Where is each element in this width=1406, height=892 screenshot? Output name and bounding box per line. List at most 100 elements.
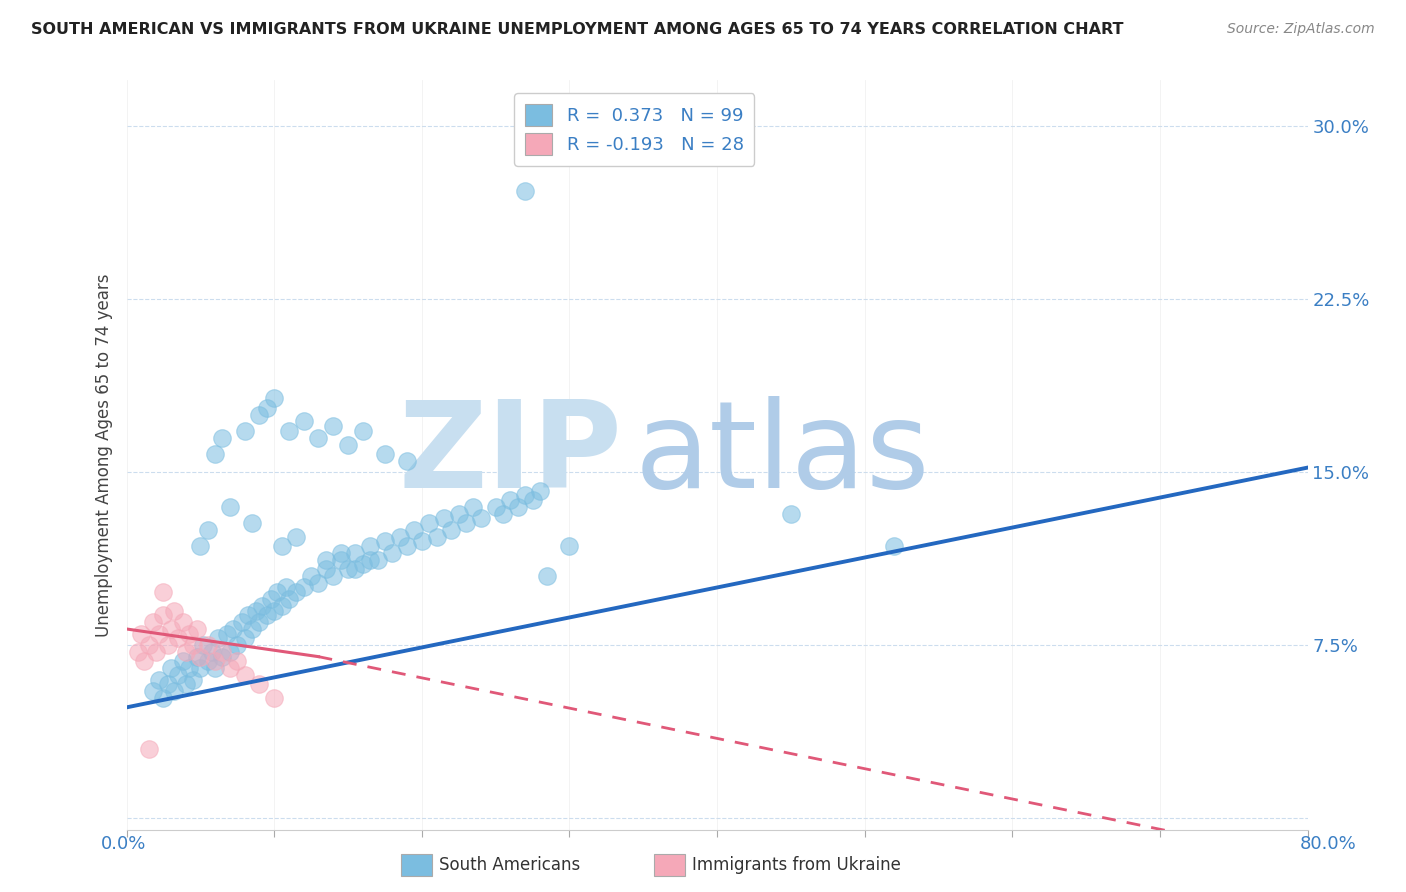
Text: Immigrants from Ukraine: Immigrants from Ukraine <box>692 856 901 874</box>
Point <box>522 492 544 507</box>
Point <box>329 546 352 560</box>
Point <box>322 419 344 434</box>
Point <box>145 645 167 659</box>
Point <box>186 649 208 664</box>
Point <box>152 691 174 706</box>
Point <box>188 649 212 664</box>
Y-axis label: Unemployment Among Ages 65 to 74 years: Unemployment Among Ages 65 to 74 years <box>94 273 112 637</box>
Point <box>211 431 233 445</box>
Point <box>260 592 283 607</box>
Point <box>352 424 374 438</box>
Point <box>515 184 537 198</box>
Point <box>447 507 470 521</box>
Point <box>207 631 229 645</box>
Point <box>388 530 411 544</box>
Text: SOUTH AMERICAN VS IMMIGRANTS FROM UKRAINE UNEMPLOYMENT AMONG AGES 65 TO 74 YEARS: SOUTH AMERICAN VS IMMIGRANTS FROM UKRAIN… <box>31 22 1123 37</box>
Point <box>425 530 447 544</box>
Point <box>367 553 389 567</box>
Point <box>263 392 285 406</box>
Text: 80.0%: 80.0% <box>1301 835 1357 853</box>
Point <box>418 516 440 530</box>
Point <box>374 534 396 549</box>
Point <box>172 615 194 629</box>
Point <box>222 622 245 636</box>
Point <box>172 654 194 668</box>
Point <box>204 661 226 675</box>
Point <box>558 539 581 553</box>
Point <box>780 507 803 521</box>
Point <box>197 638 219 652</box>
Point <box>148 673 170 687</box>
Point <box>499 492 522 507</box>
Point <box>236 608 259 623</box>
Point <box>134 654 156 668</box>
Point <box>245 603 267 617</box>
Point <box>219 661 242 675</box>
Point <box>240 516 263 530</box>
Point <box>285 585 308 599</box>
Point <box>292 415 315 429</box>
Point <box>163 684 186 698</box>
Text: Source: ZipAtlas.com: Source: ZipAtlas.com <box>1227 22 1375 37</box>
Point <box>197 523 219 537</box>
Point <box>240 622 263 636</box>
Point <box>270 539 292 553</box>
Point <box>506 500 529 514</box>
Point <box>404 523 426 537</box>
Point <box>308 575 330 590</box>
Point <box>156 677 179 691</box>
Point <box>315 562 337 576</box>
Point <box>197 654 219 668</box>
Point <box>470 511 492 525</box>
Point <box>536 569 558 583</box>
Legend: R =  0.373   N = 99, R = -0.193   N = 28: R = 0.373 N = 99, R = -0.193 N = 28 <box>515 93 755 166</box>
Point <box>233 631 256 645</box>
Point <box>188 661 212 675</box>
Point <box>529 483 551 498</box>
Point <box>463 500 485 514</box>
Point <box>142 615 165 629</box>
Point <box>167 631 190 645</box>
Point <box>249 408 271 422</box>
Point <box>252 599 274 613</box>
Point <box>344 546 367 560</box>
Point <box>359 553 381 567</box>
Point <box>256 401 278 415</box>
Point <box>152 608 174 623</box>
Point <box>201 645 224 659</box>
Text: South Americans: South Americans <box>439 856 579 874</box>
Point <box>215 626 238 640</box>
Point <box>193 638 215 652</box>
Point <box>188 539 212 553</box>
Point <box>329 553 352 567</box>
Point <box>138 742 160 756</box>
Text: ZIP: ZIP <box>399 396 623 514</box>
Point <box>515 488 537 502</box>
Point <box>322 569 344 583</box>
Point <box>381 546 404 560</box>
Point <box>219 500 242 514</box>
Point <box>163 603 186 617</box>
Point <box>152 585 174 599</box>
Point <box>433 511 456 525</box>
Point <box>266 585 288 599</box>
Point <box>167 668 190 682</box>
Point <box>492 507 515 521</box>
Point <box>226 638 249 652</box>
Point <box>270 599 292 613</box>
Point <box>249 677 271 691</box>
Point <box>226 654 249 668</box>
Point <box>177 626 200 640</box>
Point <box>174 677 197 691</box>
Point <box>211 649 233 664</box>
Point <box>160 661 183 675</box>
Point <box>219 645 242 659</box>
Point <box>256 608 278 623</box>
Point <box>204 447 226 461</box>
Point <box>233 424 256 438</box>
Point <box>344 562 367 576</box>
Point <box>148 626 170 640</box>
Point <box>299 569 322 583</box>
Point <box>315 553 337 567</box>
Point <box>278 592 301 607</box>
